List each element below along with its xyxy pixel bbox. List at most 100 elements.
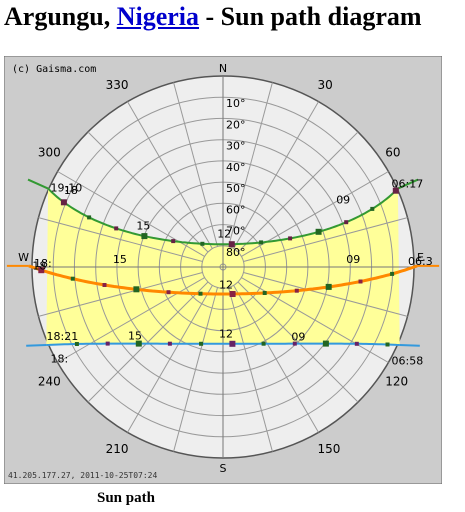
compass-east: E xyxy=(417,251,424,264)
hour-marker xyxy=(325,283,332,290)
azimuth-spoke xyxy=(228,287,273,452)
azimuth-spoke xyxy=(243,217,408,262)
hour-marker xyxy=(262,291,267,295)
hour-marker xyxy=(392,187,399,194)
azimuth-spoke xyxy=(173,82,218,247)
azimuth-spoke xyxy=(237,131,359,253)
hour-marker xyxy=(199,341,204,346)
hour-marker xyxy=(198,291,203,296)
hour-marker xyxy=(229,291,236,297)
azimuth-spoke xyxy=(127,285,213,433)
altitude-label: 20° xyxy=(226,118,246,131)
winter-sunrise-label: 06:58 xyxy=(392,355,424,368)
hour-marker xyxy=(74,342,79,346)
footer-text: 41.205.177.27, 2011-10-25T07:24 xyxy=(8,471,157,480)
altitude-label: 40° xyxy=(226,161,246,174)
hour-marker xyxy=(38,267,45,274)
compass-north: N xyxy=(219,62,227,75)
azimuth-label: 30 xyxy=(318,78,333,92)
azimuth-label: 60 xyxy=(385,146,400,160)
country-link[interactable]: Nigeria xyxy=(116,2,200,31)
hour-marker xyxy=(87,215,92,220)
azimuth-label: 120 xyxy=(385,375,408,389)
sun-path-diagram: N S E W 330 30 300 60 240 120 210 150 10° 20° 30° 40° 50… xyxy=(4,56,442,484)
azimuth-spoke xyxy=(173,287,218,452)
hour-marker xyxy=(344,220,349,225)
altitude-label: 30° xyxy=(226,140,246,153)
azimuth-spoke xyxy=(38,217,203,262)
azimuth-spoke xyxy=(233,101,319,249)
hour-marker xyxy=(358,279,363,284)
hour-marker xyxy=(228,241,235,248)
copyright-text: (c) Gaisma.com xyxy=(12,64,96,75)
compass-south: S xyxy=(220,462,227,475)
hour-marker xyxy=(315,228,322,235)
hour-label: 12 xyxy=(217,228,231,241)
winter-path-extension xyxy=(26,344,47,347)
hour-label: 15 xyxy=(136,220,150,233)
hour-marker xyxy=(294,288,299,293)
title-place: Argungu, xyxy=(4,2,111,31)
altitude-label: 70° xyxy=(226,225,246,238)
winter-path-extension xyxy=(399,344,420,347)
azimuth-label: 300 xyxy=(38,146,61,160)
azimuth-spoke xyxy=(243,272,408,317)
azimuth-spoke xyxy=(233,285,319,433)
hour-label: 15 xyxy=(128,329,142,342)
hour-marker xyxy=(167,341,172,346)
equinox-sun-path xyxy=(28,264,418,296)
sun-path-svg: N S E W 330 30 300 60 240 120 210 150 10° 20° 30° 40° 50… xyxy=(4,56,442,484)
compass-west: W xyxy=(18,251,29,264)
azimuth-spoke xyxy=(127,101,213,249)
sun-paths xyxy=(6,178,440,347)
hour-marker xyxy=(60,199,67,206)
altitude-label: 80° xyxy=(226,246,246,259)
azimuth-spoke xyxy=(237,281,359,403)
hour-marker xyxy=(292,341,297,346)
equinox-sunrise-label: 06:3 xyxy=(408,255,433,268)
hour-label: 15 xyxy=(113,253,127,266)
hour-marker xyxy=(261,341,266,346)
hour-marker xyxy=(200,241,205,246)
summer-path-extension xyxy=(27,178,49,190)
hour-label: 18:21 xyxy=(47,330,79,343)
hour-label: 09 xyxy=(336,193,350,206)
hour-marker xyxy=(105,341,110,346)
azimuth-spoke xyxy=(87,131,209,253)
hour-marker xyxy=(229,340,236,347)
azimuth-spoke xyxy=(38,272,203,317)
altitude-label: 50° xyxy=(226,182,246,195)
title-suffix: - Sun path diagram xyxy=(205,2,422,31)
hour-marker xyxy=(370,206,375,211)
hour-marker xyxy=(114,226,119,231)
hour-marker xyxy=(322,340,329,347)
summer-sunrise-label: 06:17 xyxy=(392,177,424,190)
summer-sunset-label: 19:10 xyxy=(51,181,83,194)
hour-label: 18 xyxy=(32,260,46,273)
hour-label: 09 xyxy=(346,253,360,266)
azimuth-spoke xyxy=(228,82,273,247)
hour-marker xyxy=(166,290,171,295)
azimuth-spokes xyxy=(32,76,414,458)
hour-marker xyxy=(102,283,107,287)
hour-label: 09 xyxy=(291,331,305,344)
hour-marker xyxy=(171,239,176,244)
hour-marker xyxy=(354,341,359,346)
equinox-sunset-label: 18: xyxy=(34,257,52,270)
hour-marker xyxy=(135,340,142,347)
hour-marker xyxy=(385,342,390,347)
diagram-labels: N S E W 330 30 300 60 240 120 210 150 10° 20° 30° 40° 50… xyxy=(18,62,433,475)
hour-label: 12 xyxy=(219,327,233,340)
azimuth-label: 240 xyxy=(38,375,61,389)
page-title: Argungu, Nigeria - Sun path diagram xyxy=(4,2,422,32)
azimuth-spoke xyxy=(87,281,209,403)
winter-sunset-label: 18: xyxy=(51,353,69,366)
hour-marker xyxy=(390,271,395,276)
azimuth-label: 210 xyxy=(106,442,129,456)
summer-path-extension xyxy=(397,178,419,190)
altitude-label: 60° xyxy=(226,203,246,216)
azimuth-label: 330 xyxy=(106,78,129,92)
hour-marker xyxy=(70,276,75,281)
winter-sun-path xyxy=(46,342,400,346)
hour-marker xyxy=(259,240,264,245)
